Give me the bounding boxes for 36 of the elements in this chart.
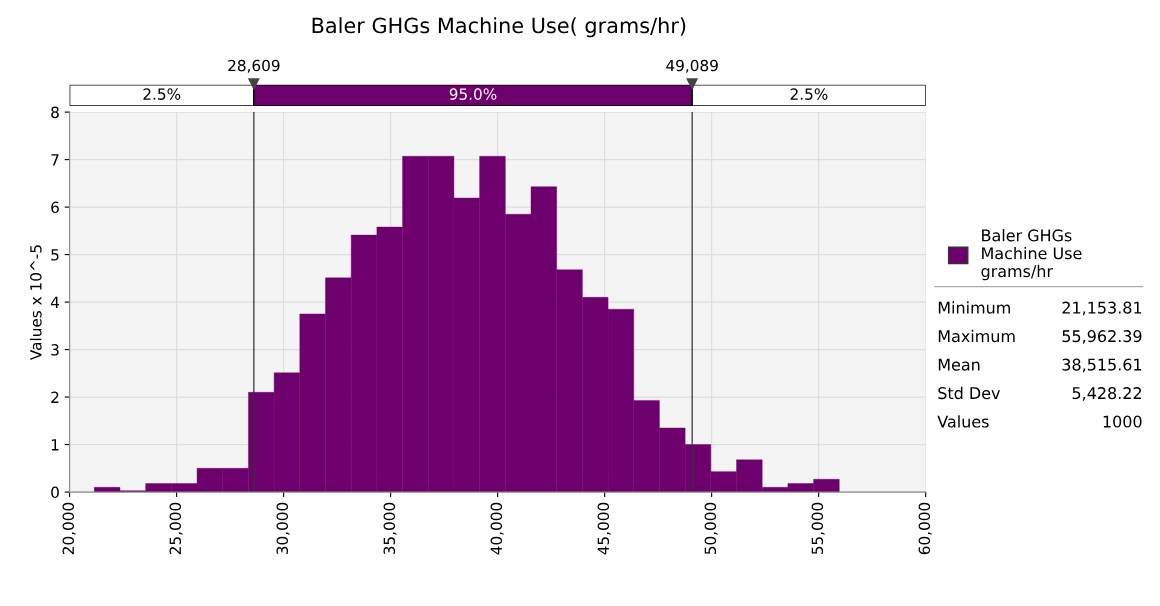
text: 38,515.61 — [1062, 358, 1142, 373]
text: 21,153.81 — [1062, 301, 1142, 316]
y-tick-label: 6 — [51, 201, 59, 214]
y-tick-label: 3 — [51, 344, 59, 356]
ref-line-label: 28,609 — [228, 59, 280, 73]
text: Mean — [938, 358, 980, 371]
y-axis-title: Values x 10^-5 — [29, 245, 42, 361]
text: 55,962.39 — [1062, 330, 1142, 344]
y-tick-label: 5 — [51, 249, 59, 261]
x-tick-label: 30,000 — [276, 502, 290, 555]
text: Std Dev — [938, 386, 1000, 400]
x-tick-label: 25,000 — [169, 502, 183, 555]
text: 2.5% — [790, 88, 828, 100]
x-tick-label: 20,000 — [62, 502, 76, 555]
x-tick-label: 35,000 — [383, 502, 397, 555]
x-tick-label: 55,000 — [811, 502, 825, 555]
x-tick-label: 45,000 — [597, 502, 611, 555]
text: 1000 — [1103, 415, 1142, 428]
text: 95.0% — [449, 88, 497, 100]
ref-line-label: 49,089 — [666, 59, 718, 73]
x-tick-label: 60,000 — [918, 502, 932, 555]
legend-label: Baler GHGs Machine Use grams/hr — [981, 229, 1082, 281]
y-tick-label: 4 — [50, 296, 60, 308]
y-tick-label: 0 — [51, 486, 59, 499]
text: 2.5% — [143, 88, 181, 100]
y-tick-label: 8 — [51, 106, 59, 119]
y-tick-label: 1 — [51, 439, 59, 451]
chart-title: Baler GHGs Machine Use( grams/hr) — [312, 17, 686, 38]
text: 5,428.22 — [1072, 387, 1141, 401]
text: Maximum — [938, 329, 1015, 343]
x-tick-label: 40,000 — [490, 502, 504, 555]
text: Minimum — [938, 301, 1010, 314]
y-tick-label: 7 — [51, 154, 59, 166]
text: Values — [937, 415, 989, 428]
x-tick-label: 50,000 — [704, 502, 718, 555]
y-tick-label: 2 — [51, 391, 59, 403]
